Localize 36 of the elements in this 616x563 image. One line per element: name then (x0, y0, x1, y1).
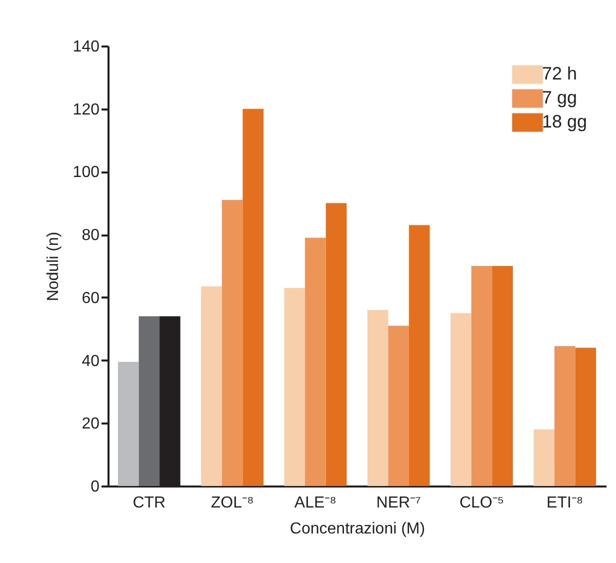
bar (242, 108, 264, 486)
y-tick-label: 0 (90, 478, 100, 496)
x-tick-label: CLO⁻⁵ (459, 494, 504, 512)
y-tick-label: 80 (82, 227, 100, 244)
bar (118, 362, 139, 486)
x-tick-label: CTR (132, 494, 166, 512)
bar (554, 346, 576, 486)
y-tick-label: 40 (82, 352, 100, 370)
bar (492, 266, 513, 486)
x-tick-label: ALE⁻⁸ (294, 494, 336, 512)
y-tick-label: 120 (72, 101, 100, 118)
bar (326, 203, 347, 486)
bar (305, 238, 326, 486)
legend-label: 7 gg (542, 88, 578, 108)
legend-label: 72 h (542, 64, 578, 84)
x-tick-label: ZOL⁻⁸ (210, 494, 254, 512)
bar (367, 310, 388, 486)
bar (201, 286, 222, 486)
y-tick-label: 20 (82, 416, 100, 433)
bar (284, 288, 306, 486)
bar (388, 326, 409, 486)
y-axis-title: Noduli (n) (44, 232, 62, 302)
bar (450, 313, 472, 486)
y-tick-label: 140 (72, 38, 100, 56)
x-tick-label: NER⁻⁷ (376, 494, 422, 512)
bar (222, 200, 243, 486)
bar (575, 348, 596, 486)
bar (138, 316, 160, 486)
bar (408, 225, 430, 486)
x-tick-label: ETI⁻⁸ (546, 494, 584, 512)
bar (471, 266, 492, 486)
y-tick-label: 60 (82, 290, 100, 307)
bar (534, 429, 554, 486)
legend-label: 18 gg (542, 112, 588, 132)
x-axis-title: Concentrazioni (M) (290, 520, 426, 538)
y-tick-label: 100 (72, 164, 100, 182)
